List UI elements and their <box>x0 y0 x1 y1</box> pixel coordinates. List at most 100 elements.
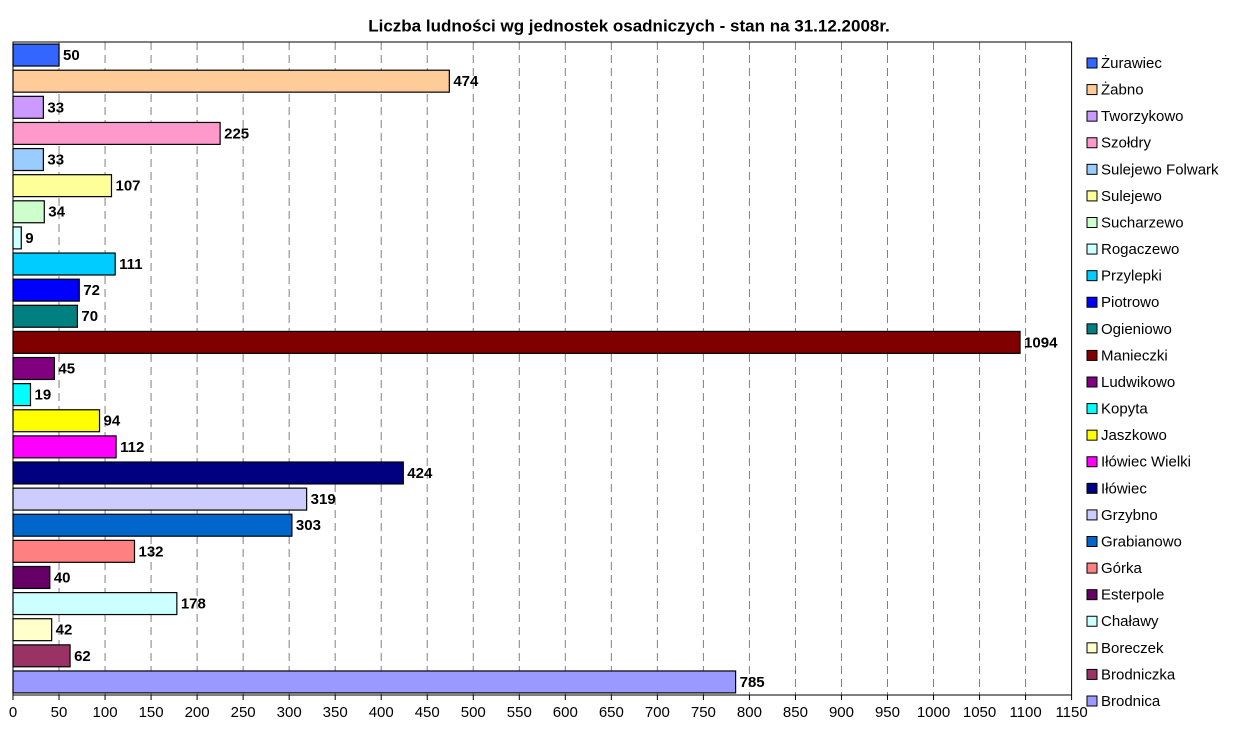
data-label: 40 <box>54 569 71 586</box>
bar <box>12 252 116 276</box>
x-tick-label: 250 <box>231 704 256 721</box>
data-label: 50 <box>63 47 80 64</box>
bar <box>12 461 404 485</box>
bar <box>12 121 221 145</box>
legend-swatch <box>1086 403 1098 415</box>
bar <box>12 200 45 224</box>
data-label: 319 <box>311 491 336 508</box>
x-tick-label: 800 <box>737 704 762 721</box>
legend-swatch <box>1086 349 1098 361</box>
x-tick-label: 750 <box>691 704 716 721</box>
bar <box>12 592 178 616</box>
data-label: 424 <box>407 465 433 482</box>
data-label: 19 <box>34 387 51 404</box>
x-tick-label: 1150 <box>1055 704 1087 721</box>
legend-label: Żurawiec <box>1101 54 1162 72</box>
bar <box>12 69 450 93</box>
legend-swatch <box>1086 589 1098 601</box>
legend-label: Esterpole <box>1101 587 1164 604</box>
x-tick-label: 400 <box>369 704 394 721</box>
legend-swatch <box>1086 668 1098 680</box>
x-tick-label: 100 <box>93 704 118 721</box>
bar <box>12 95 44 119</box>
x-tick-label: 700 <box>645 704 670 721</box>
bar <box>12 618 53 642</box>
x-tick-label: 500 <box>461 704 486 721</box>
data-label: 70 <box>81 308 98 325</box>
legend-swatch <box>1086 84 1098 96</box>
legend-swatch <box>1086 270 1098 282</box>
bar <box>12 174 113 198</box>
legend-label: Chaławy <box>1101 613 1159 630</box>
legend-label: Brodnica <box>1101 693 1161 710</box>
legend-swatch <box>1086 509 1098 521</box>
legend-label: Szołdry <box>1101 135 1152 152</box>
legend-swatch <box>1086 190 1098 202</box>
legend-label: Manieczki <box>1101 347 1168 364</box>
x-tick-label: 450 <box>415 704 440 721</box>
data-label: 45 <box>58 360 75 377</box>
legend-label: Grabianowo <box>1101 533 1182 550</box>
legend-swatch <box>1086 163 1098 175</box>
data-label: 132 <box>139 543 164 560</box>
data-label: 303 <box>296 517 321 534</box>
bar <box>12 565 51 590</box>
legend-label: Kopyta <box>1101 401 1148 418</box>
x-tick-label: 350 <box>323 704 348 721</box>
legend-label: Boreczek <box>1101 640 1164 657</box>
bar <box>12 644 71 668</box>
legend-swatch <box>1086 615 1098 627</box>
data-label: 94 <box>104 413 121 430</box>
legend-label: Ogieniowo <box>1101 321 1172 338</box>
x-tick-label: 300 <box>277 704 302 721</box>
legend-label: Jaszkowo <box>1101 427 1167 444</box>
bar <box>12 539 136 563</box>
x-tick-label: 900 <box>829 704 854 721</box>
legend-label: Żabno <box>1101 81 1144 99</box>
legend-label: Ludwikowo <box>1101 374 1175 391</box>
x-tick-label: 1000 <box>917 704 950 721</box>
bar <box>12 43 60 67</box>
bar <box>12 356 56 381</box>
legend-swatch <box>1086 243 1098 255</box>
legend-label: Sulejewo <box>1101 188 1162 205</box>
x-tick-label: 950 <box>875 704 900 721</box>
legend-label: Brodniczka <box>1101 666 1176 683</box>
legend-swatch <box>1086 137 1098 149</box>
data-label: 62 <box>74 648 91 665</box>
legend-swatch <box>1086 296 1098 308</box>
data-label: 9 <box>25 230 33 247</box>
bar <box>12 278 80 302</box>
data-label: 33 <box>47 152 64 169</box>
legend-swatch <box>1086 482 1098 494</box>
legend-swatch <box>1086 110 1098 122</box>
legend-swatch <box>1086 57 1098 69</box>
data-label: 107 <box>115 178 140 195</box>
data-label: 225 <box>224 125 249 142</box>
legend-swatch <box>1086 536 1098 547</box>
x-tick-label: 0 <box>9 704 17 721</box>
data-label: 72 <box>83 282 100 299</box>
data-label: 33 <box>47 99 64 116</box>
legend-swatch <box>1086 562 1098 574</box>
x-tick-label: 550 <box>507 704 532 721</box>
legend-label: Przylepki <box>1101 268 1162 285</box>
bar <box>12 383 32 407</box>
x-tick-label: 1050 <box>963 704 996 721</box>
legend-swatch <box>1086 456 1098 468</box>
bar <box>12 487 308 511</box>
data-label: 112 <box>120 439 144 456</box>
x-tick-label: 150 <box>139 704 164 721</box>
legend-swatch <box>1086 323 1098 335</box>
bar <box>12 435 117 459</box>
legend-swatch <box>1086 642 1098 654</box>
bar <box>12 226 22 250</box>
x-tick-label: 850 <box>783 704 808 721</box>
x-tick-label: 600 <box>553 704 578 721</box>
legend-label: Iłówiec Wielki <box>1101 454 1191 471</box>
bar <box>12 304 79 328</box>
x-tick-label: 1100 <box>1009 704 1041 721</box>
x-tick-label: 200 <box>185 704 210 721</box>
x-tick-label: 50 <box>51 704 68 721</box>
